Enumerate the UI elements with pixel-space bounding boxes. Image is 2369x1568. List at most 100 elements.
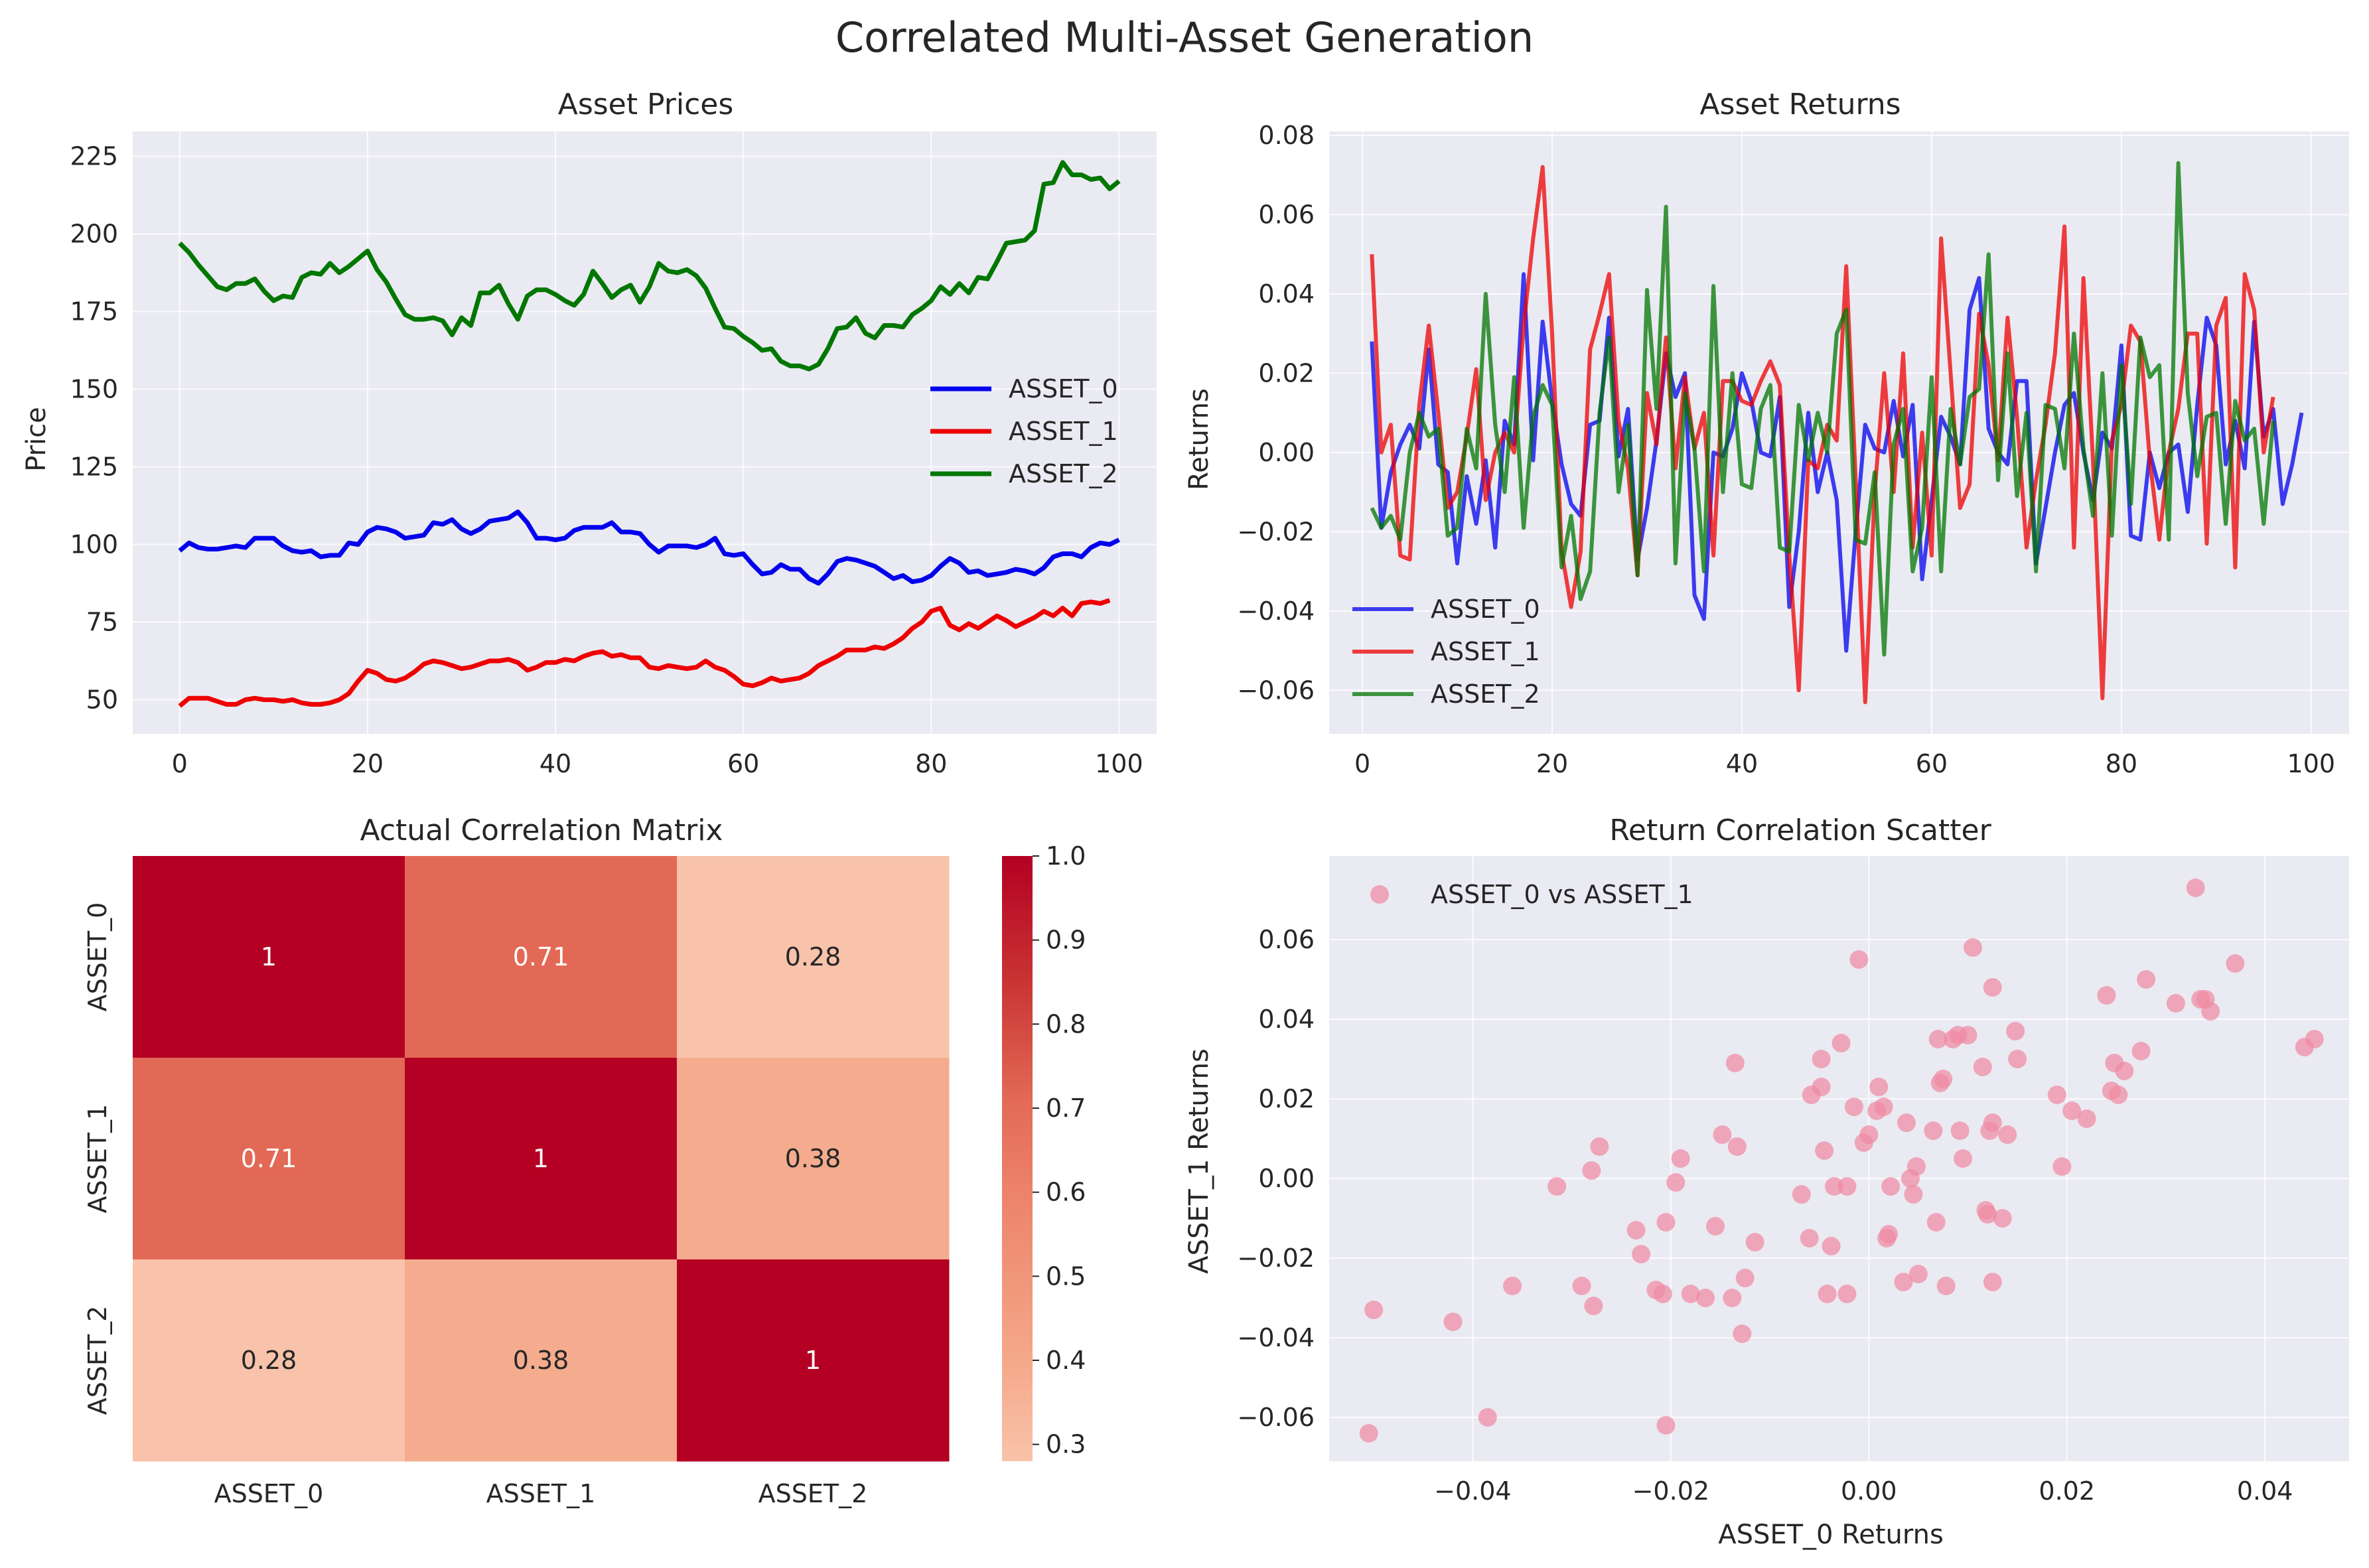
colorbar-tick-label: 0.9	[1046, 926, 1086, 955]
prices-y-tick-label: 175	[70, 297, 118, 326]
returns-y-tick-label: 0.00	[1258, 438, 1315, 467]
heatmap-cell	[405, 856, 678, 1058]
scatter-point	[1936, 1277, 1956, 1295]
scatter-point	[1632, 1245, 1651, 1263]
returns-x-tick-label: 0	[1354, 749, 1370, 778]
prices-series-line-asset-0	[178, 509, 1120, 586]
scatter-point	[1950, 1121, 1970, 1140]
scatter-x-tick-label: 0.02	[2039, 1476, 2095, 1506]
returns-y-tick-label: −0.06	[1238, 676, 1315, 705]
scatter-y-tick-label: 0.06	[1258, 925, 1315, 954]
scatter-background	[1329, 856, 2349, 1461]
scatter-point	[1906, 1157, 1926, 1176]
scatter-point	[1926, 1213, 1946, 1232]
scatter-point	[1849, 950, 1869, 969]
prices-background	[133, 131, 1157, 734]
prices-y-tick-label: 75	[86, 608, 118, 637]
scatter-point	[2097, 986, 2116, 1005]
prices-y-tick-label: 125	[70, 452, 118, 481]
scatter-point	[1584, 1297, 1603, 1315]
scatter-point	[1831, 1034, 1851, 1052]
scatter-y-tick-label: 0.00	[1258, 1164, 1315, 1193]
scatter-point	[1815, 1141, 1834, 1160]
scatter-point	[1812, 1078, 1831, 1096]
correlation-matrix-title: Actual Correlation Matrix	[360, 814, 723, 847]
colorbar-tick-label: 0.8	[1046, 1009, 1086, 1038]
scatter-point	[1822, 1237, 1841, 1255]
scatter-point	[1958, 1026, 1977, 1044]
asset-returns-ylabel: Returns	[1184, 388, 1214, 490]
return-scatter-xlabel: ASSET_0 Returns	[1718, 1520, 1944, 1550]
scatter-point	[2137, 970, 2156, 989]
returns-y-tick-label: 0.08	[1258, 121, 1315, 150]
scatter-point	[1998, 1125, 2017, 1144]
scatter-point	[1825, 1177, 1843, 1196]
scatter-point	[1904, 1185, 1923, 1204]
prices-series-line-asset-2	[178, 160, 1121, 372]
scatter-point	[1874, 1098, 1893, 1116]
scatter-point	[1934, 1070, 1953, 1088]
correlation-matrix-panel: Actual Correlation Matrix 1 0.71 0.280.71 1…	[83, 814, 1086, 1508]
returns-x-tick-label: 20	[1536, 749, 1568, 778]
heatmap-cell-label: 1	[533, 1144, 549, 1173]
scatter-point	[2186, 879, 2205, 897]
heatmap-cell	[677, 856, 950, 1058]
heatmap-cell-label: 0.28	[785, 942, 841, 971]
scatter-point	[1626, 1221, 1646, 1240]
figure-title: Correlated Multi-Asset Generation	[835, 13, 1534, 62]
scatter-point	[1908, 1265, 1928, 1283]
scatter-point	[2047, 1086, 2066, 1104]
scatter-point	[1656, 1416, 1676, 1435]
scatter-point	[1364, 1301, 1384, 1319]
prices-x-tick-label: 20	[352, 749, 384, 778]
heatmap-cell-label: 0.38	[785, 1144, 841, 1173]
asset-prices-ylabel: Price	[21, 407, 52, 472]
scatter-point	[1727, 1137, 1747, 1156]
scatter-point	[1653, 1285, 1672, 1303]
scatter-point	[1879, 1225, 1899, 1244]
return-scatter-title: Return Correlation Scatter	[1609, 814, 1991, 847]
scatter-point	[2305, 1030, 2324, 1048]
heatmap-col-label: ASSET_0	[214, 1479, 324, 1508]
heatmap-col-label: ASSET_2	[758, 1479, 868, 1508]
scatter-point	[1812, 1050, 1831, 1068]
returns-x-tick-label: 60	[1916, 749, 1948, 778]
correlation-heatmap: 1 0.71 0.28 0.71 1 0.38 0.28 0.38 1 ASSET_0 ASSET_…	[83, 856, 950, 1508]
prices-x-tick-label: 40	[539, 749, 571, 778]
returns-y-tick-label: 0.04	[1258, 279, 1315, 309]
scatter-x-tick-label: −0.02	[1632, 1476, 1709, 1506]
scatter-point	[1881, 1177, 1901, 1196]
scatter-point	[1837, 1177, 1857, 1196]
scatter-point	[1978, 1205, 1997, 1224]
prices-y-tick-label: 225	[70, 141, 118, 171]
scatter-point	[1671, 1149, 1690, 1168]
heatmap-cell-label: 0.71	[241, 1144, 297, 1173]
scatter-point	[1844, 1098, 1863, 1116]
returns-series-line-asset-2	[1370, 161, 2275, 657]
scatter-point	[2201, 1002, 2220, 1021]
returns-series-line-asset-0	[1370, 272, 2304, 653]
scatter-point	[1681, 1285, 1700, 1303]
returns-y-tick-label: 0.06	[1258, 200, 1315, 229]
heatmap-cell	[405, 1058, 678, 1260]
returns-x-tick-label: 40	[1726, 749, 1758, 778]
scatter-legend-marker	[1370, 885, 1389, 904]
prices-legend-label: ASSET_2	[1009, 459, 1118, 488]
scatter-point	[1723, 1289, 1742, 1307]
asset-prices-panel: Asset Prices Price 0 20 40 60 80 100 50 75 100 12…	[21, 88, 1157, 778]
scatter-point	[1590, 1137, 1609, 1156]
scatter-point	[1928, 1030, 1948, 1048]
scatter-y-tick-label: 0.02	[1258, 1084, 1315, 1113]
prices-x-tick-label: 100	[1095, 749, 1143, 778]
scatter-point	[1954, 1149, 1972, 1168]
heatmap-cell-label: 1	[805, 1346, 821, 1375]
scatter-point	[1547, 1177, 1567, 1196]
prices-y-tick-label: 50	[86, 685, 118, 715]
prices-x-tick-label: 0	[172, 749, 188, 778]
scatter-point	[1869, 1078, 1889, 1096]
scatter-point	[1818, 1285, 1837, 1303]
scatter-point	[1582, 1161, 1601, 1180]
heatmap-cell	[133, 1058, 405, 1260]
heatmap-cell	[133, 1259, 405, 1462]
